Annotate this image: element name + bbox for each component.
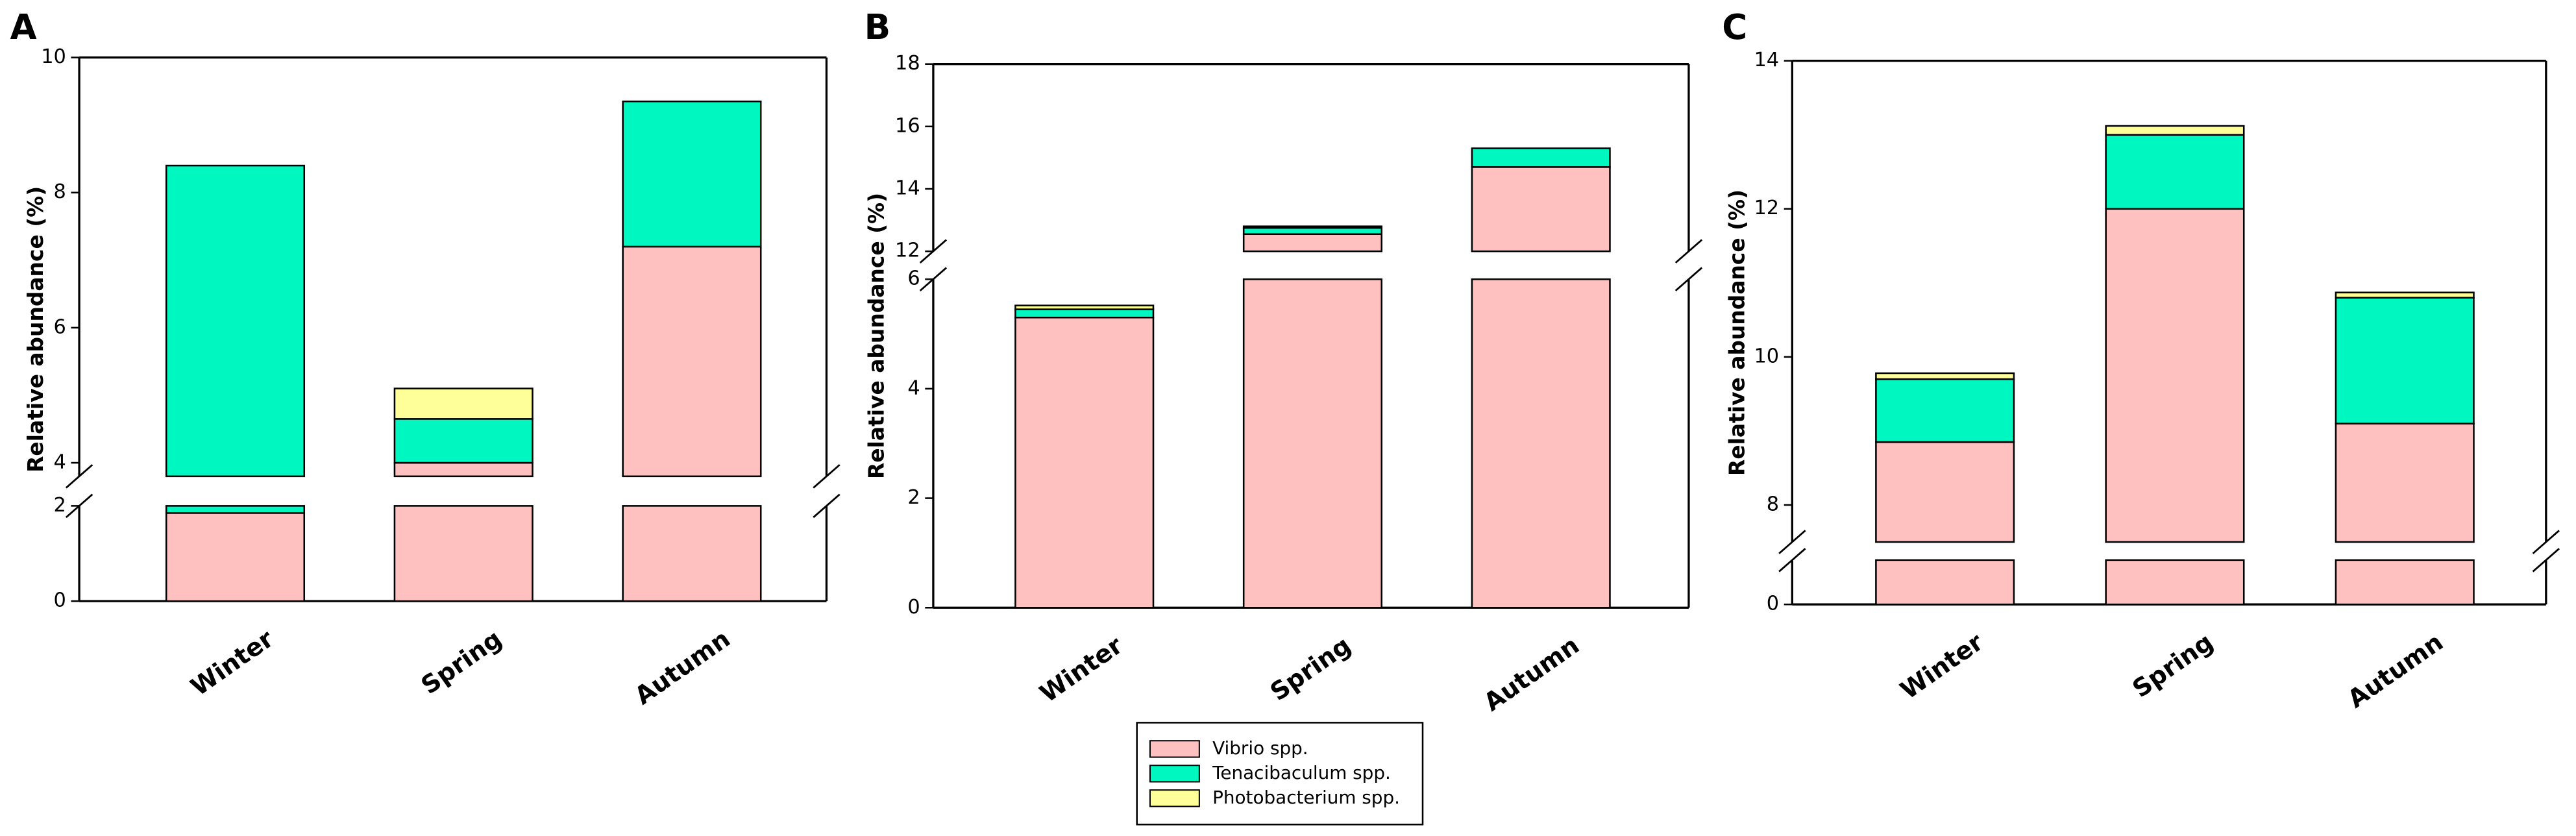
- x-tick-label: Spring: [1265, 631, 1356, 707]
- x-tick-label: Winter: [1035, 631, 1128, 708]
- bar-segment: [1875, 559, 2015, 606]
- y-tick-label: 10: [41, 45, 66, 68]
- y-axis-label: Relative abundance (%): [23, 186, 48, 473]
- bar-segment: [2105, 559, 2245, 606]
- axis-break: [2532, 530, 2560, 554]
- axis-break: [2532, 548, 2560, 572]
- legend-label: Tenacibaculum spp.: [1212, 762, 1391, 783]
- bar-segment: [1014, 304, 1155, 310]
- bar-segment: [2335, 291, 2475, 299]
- bar-segment: [2335, 297, 2475, 424]
- x-tick-label: Autumn: [630, 624, 735, 710]
- bar-segment: [2335, 559, 2475, 606]
- bar-segment: [2105, 134, 2245, 210]
- y-tick-label: 4: [907, 376, 920, 399]
- y-tick-label: 2: [54, 494, 66, 517]
- axis-break: [813, 464, 840, 489]
- bar-segment: [1242, 225, 1383, 229]
- y-tick-label: 8: [54, 180, 66, 203]
- bar-segment: [1471, 166, 1611, 252]
- legend-swatch: [1149, 740, 1200, 758]
- bar-segment: [622, 100, 762, 248]
- x-tick-label: Autumn: [2342, 628, 2448, 713]
- x-tick-label: Winter: [186, 624, 279, 702]
- x-tick-label: Autumn: [1478, 631, 1584, 717]
- y-tick-label: 6: [54, 315, 66, 338]
- bar-segment: [165, 164, 306, 478]
- legend-swatch: [1149, 765, 1200, 783]
- y-tick-label: 0: [907, 596, 920, 619]
- y-tick-label: 16: [895, 114, 920, 137]
- legend: Vibrio spp. Tenacibaculum spp. Photobacter…: [1136, 722, 1424, 826]
- y-axis-label: Relative abundance (%): [1724, 190, 1749, 476]
- y-tick-label: 4: [54, 451, 66, 474]
- bar-segment: [1875, 441, 2015, 543]
- y-tick-label: 8: [1767, 493, 1779, 516]
- y-tick-label: 0: [54, 589, 66, 612]
- axis-break: [1674, 239, 1703, 264]
- x-tick-label: Spring: [2128, 628, 2218, 704]
- y-tick-label: 18: [895, 52, 920, 75]
- bar-segment: [1471, 147, 1611, 168]
- y-tick-label: 0: [1767, 593, 1779, 615]
- axis-break: [1778, 530, 1806, 554]
- y-tick-label: 14: [895, 177, 920, 200]
- y-tick-label: 14: [1754, 49, 1779, 71]
- bar-segment: [393, 461, 534, 478]
- bar-segment: [165, 512, 306, 602]
- bar-segment: [2105, 208, 2245, 543]
- bar-segment: [1242, 227, 1383, 235]
- bar-segment: [622, 505, 762, 602]
- bar-segment: [1875, 372, 2015, 380]
- bar-segment: [2105, 125, 2245, 136]
- y-tick-label: 10: [1754, 345, 1779, 367]
- bar-segment: [1875, 378, 2015, 443]
- bar-segment: [393, 505, 534, 602]
- legend-label: Photobacterium spp.: [1212, 787, 1400, 808]
- bar-segment: [165, 505, 306, 514]
- bar-segment: [1242, 278, 1383, 609]
- x-tick-label: Winter: [1895, 628, 1989, 705]
- panel-label: C: [1722, 7, 1747, 47]
- bar-segment: [393, 418, 534, 464]
- y-tick-label: 6: [907, 267, 920, 290]
- y-tick-label: 12: [895, 240, 920, 262]
- x-tick-label: Spring: [416, 624, 507, 700]
- legend-label: Vibrio spp.: [1212, 737, 1308, 759]
- bar-segment: [1242, 233, 1383, 252]
- y-tick-label: 2: [907, 486, 920, 509]
- panel-label: B: [865, 7, 891, 47]
- axis-break: [1778, 548, 1806, 572]
- bar-segment: [1471, 278, 1611, 609]
- axis-break: [813, 493, 840, 519]
- axis-break: [65, 464, 93, 489]
- bar-segment: [1014, 316, 1155, 609]
- legend-swatch: [1149, 789, 1200, 807]
- bar-segment: [622, 245, 762, 478]
- bar-segment: [2335, 423, 2475, 543]
- bar-segment: [393, 387, 534, 420]
- panel-label: A: [10, 7, 36, 47]
- y-tick-label: 12: [1754, 197, 1779, 219]
- y-axis-label: Relative abundance (%): [863, 193, 889, 479]
- bar-segment: [1014, 308, 1155, 319]
- axis-break: [1674, 267, 1703, 291]
